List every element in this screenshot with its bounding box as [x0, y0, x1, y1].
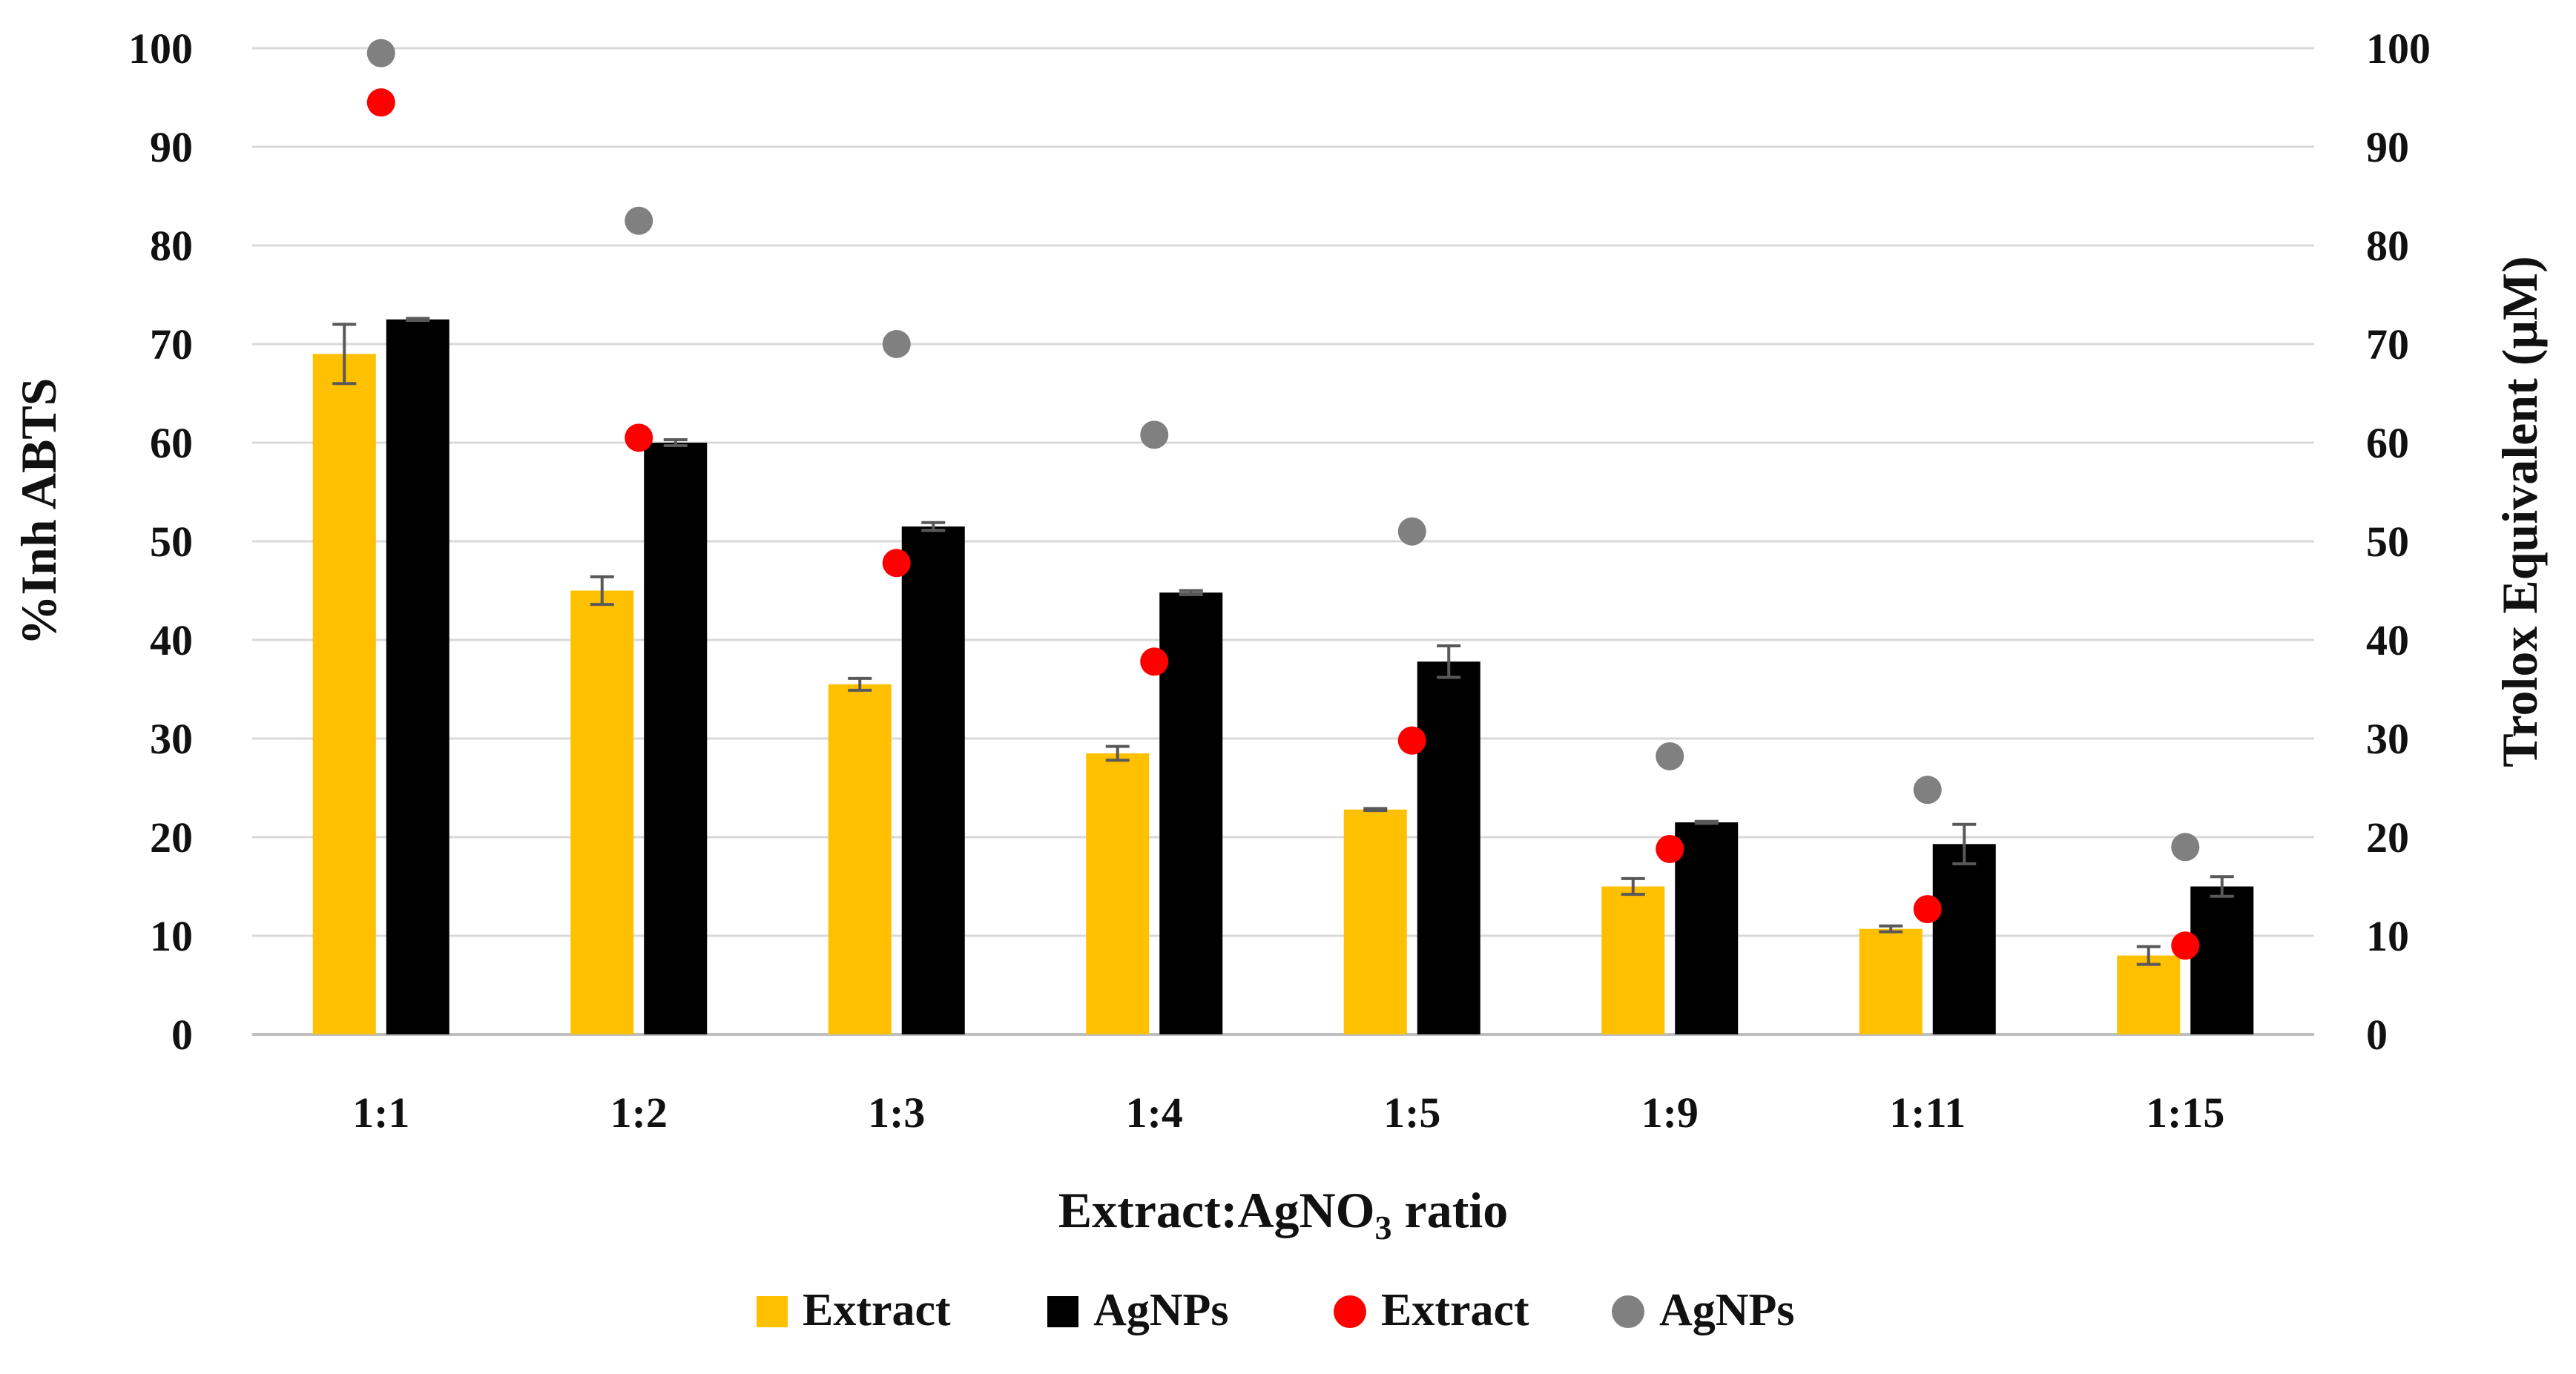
legend-label-agnps-bar: AgNPs: [1093, 1285, 1229, 1335]
y-axis-title: %Inh ABTS: [10, 378, 67, 646]
y-right-tick-label: 30: [2366, 715, 2409, 763]
x-tick-label: 1:15: [2146, 1089, 2224, 1137]
x-tick-label: 1:9: [1641, 1089, 1699, 1137]
error-bars: [332, 317, 2234, 966]
bar: [901, 526, 965, 1034]
bar: [1859, 928, 1923, 1034]
y-right-tick-label: 10: [2366, 912, 2409, 960]
point: [1656, 834, 1684, 863]
x-tick-label: 1:1: [352, 1089, 409, 1137]
y-right-tick-label: 20: [2366, 813, 2409, 862]
y-tick-label: 60: [150, 419, 193, 467]
x-tick-label: 1:3: [868, 1089, 925, 1137]
bar: [570, 590, 634, 1034]
point: [1140, 647, 1169, 676]
y-tick-label: 30: [150, 715, 193, 763]
bar: [828, 684, 892, 1034]
bar: [1159, 592, 1223, 1034]
point: [366, 88, 395, 117]
bar: [312, 354, 376, 1034]
point: [1913, 776, 1942, 805]
bar: [386, 319, 449, 1034]
point: [882, 549, 911, 578]
y-right-tick-label: 80: [2366, 222, 2409, 270]
point: [1140, 420, 1169, 449]
y-tick-label: 100: [128, 24, 193, 73]
bar: [1601, 886, 1665, 1034]
bar: [1086, 753, 1150, 1034]
legend-swatch-extract-bar: [757, 1296, 788, 1327]
point: [1397, 517, 1426, 546]
x-tick-label: 1:5: [1383, 1089, 1440, 1137]
bar: [2190, 886, 2254, 1034]
y-right-tick-label: 0: [2366, 1011, 2388, 1059]
point: [2171, 833, 2200, 862]
tick-labels: 0 0 10 10 20 20 30 30 40 40 50 50 60 60 70 70 80 80 90 90 10…: [128, 24, 2431, 1137]
point: [625, 423, 653, 452]
y-right-tick-label: 70: [2366, 320, 2409, 369]
y-right-tick-label: 60: [2366, 419, 2409, 467]
y-tick-label: 40: [150, 616, 193, 664]
y-right-tick-label: 50: [2366, 518, 2409, 566]
legend-swatch-agnps-bar: [1047, 1296, 1078, 1327]
point: [1397, 726, 1426, 755]
y-tick-label: 0: [171, 1011, 193, 1059]
x-axis-title-main: Extract:AgNO: [1058, 1182, 1375, 1238]
x-tick-label: 1:11: [1889, 1089, 1966, 1137]
legend: Extract AgNPs Extract AgNPs: [757, 1285, 1795, 1335]
legend-marker-extract-point: [1334, 1295, 1366, 1328]
legend-label-agnps-point: AgNPs: [1659, 1285, 1795, 1335]
y-tick-label: 90: [150, 123, 193, 171]
point: [1913, 895, 1942, 924]
x-tick-label: 1:2: [610, 1089, 668, 1137]
y-tick-label: 50: [150, 518, 193, 566]
y-tick-label: 10: [150, 912, 193, 960]
bar: [1932, 844, 1996, 1034]
y-tick-label: 70: [150, 320, 193, 369]
y-right-tick-label: 100: [2366, 24, 2431, 73]
legend-label-extract-point: Extract: [1381, 1285, 1529, 1335]
y-tick-label: 80: [150, 222, 193, 270]
bar: [644, 443, 708, 1034]
bar: [1675, 822, 1739, 1034]
y-tick-label: 20: [150, 813, 193, 862]
y-axis-right-title: Trolox Equivalent (μM): [2491, 256, 2548, 767]
point: [882, 330, 911, 358]
bar: [2117, 955, 2181, 1034]
point: [625, 206, 653, 235]
y-right-tick-label: 90: [2366, 123, 2409, 171]
x-axis-title: Extract:AgNO3 ratio: [1058, 1182, 1508, 1246]
legend-label-extract-bar: Extract: [803, 1285, 951, 1335]
bar: [1343, 809, 1407, 1034]
point: [1656, 742, 1684, 770]
x-tick-label: 1:4: [1126, 1089, 1183, 1137]
x-axis-title-subscript: 3: [1375, 1209, 1392, 1246]
gridlines: [252, 47, 2314, 1036]
y-right-tick-label: 40: [2366, 616, 2409, 664]
legend-marker-agnps-point: [1612, 1295, 1644, 1328]
x-axis-title-tail: ratio: [1392, 1182, 1509, 1238]
bars: [312, 319, 2254, 1034]
bar: [1417, 661, 1480, 1034]
points: [366, 39, 2200, 960]
point: [366, 39, 395, 67]
point: [2171, 931, 2200, 960]
